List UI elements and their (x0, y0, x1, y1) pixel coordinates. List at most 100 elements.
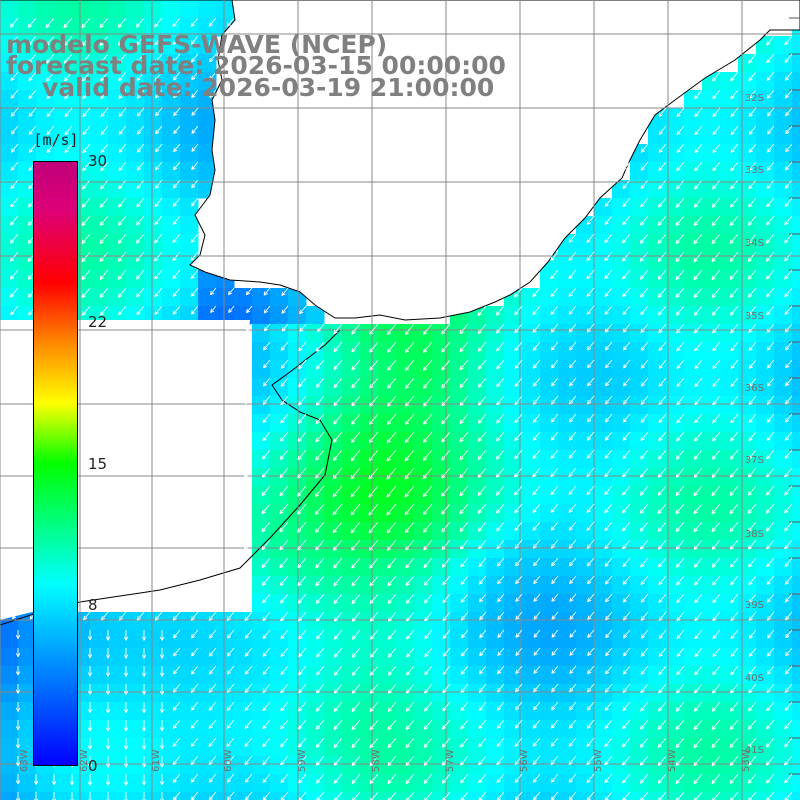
wind-arrow (262, 773, 271, 783)
wind-cell (144, 792, 163, 800)
wind-arrow (496, 701, 505, 711)
wind-arrow (387, 755, 397, 767)
wind-arrow (368, 521, 379, 534)
wind-arrow (497, 629, 505, 639)
wind-arrow (226, 629, 235, 639)
wind-arrow (748, 377, 757, 387)
wind-arrow (263, 305, 271, 314)
wind-arrow (226, 647, 235, 657)
wind-arrow (532, 485, 541, 496)
wind-arrow (766, 161, 775, 171)
wind-arrow (244, 629, 253, 639)
wind-arrow (496, 377, 505, 388)
wind-arrow (729, 287, 739, 298)
wind-arrow (515, 647, 523, 656)
wind-arrow (422, 431, 433, 443)
wind-arrow (550, 557, 559, 567)
wind-arrow (245, 359, 253, 369)
wind-arrow (315, 593, 325, 604)
wind-arrow (712, 359, 721, 370)
wind-arrow (658, 377, 667, 387)
wind-arrow (154, 35, 163, 46)
wind-arrow (9, 269, 19, 280)
wind-arrow (622, 395, 631, 405)
wind-cell (198, 126, 217, 145)
wind-cell (144, 702, 163, 721)
wind-arrow (423, 737, 433, 749)
wind-arrow (658, 395, 667, 405)
wind-arrow (15, 684, 21, 694)
wind-arrow (477, 485, 487, 497)
wind-arrow (64, 125, 73, 136)
wind-arrow (784, 233, 793, 244)
wind-cell (108, 774, 127, 793)
wind-arrow (386, 467, 397, 480)
wind-arrow (369, 701, 379, 713)
wind-arrow (640, 701, 649, 712)
wind-arrow (191, 161, 199, 171)
wind-arrow (226, 665, 235, 675)
wind-arrow (404, 359, 415, 372)
wind-arrow (280, 611, 289, 622)
wind-arrow (404, 449, 415, 462)
wind-arrow (82, 89, 91, 100)
wind-arrow (261, 539, 271, 551)
wind-arrow (81, 305, 91, 316)
wind-arrow (550, 485, 559, 496)
wind-arrow (729, 305, 739, 316)
wind-arrow (496, 755, 505, 766)
wind-arrow (693, 701, 703, 712)
wind-arrow (477, 377, 487, 388)
wind-arrow (190, 683, 199, 693)
wind-arrow (514, 539, 523, 549)
wind-arrow (423, 755, 433, 767)
wind-arrow (748, 359, 757, 369)
wind-arrow (9, 35, 19, 46)
wind-arrow (676, 395, 685, 406)
wind-arrow (604, 197, 613, 207)
wind-arrow (190, 647, 199, 657)
wind-arrow (422, 323, 433, 335)
wind-arrow (532, 503, 541, 514)
wind-arrow (640, 557, 649, 568)
wind-arrow (568, 737, 577, 747)
wind-arrow (136, 197, 145, 208)
wind-cell (144, 738, 163, 757)
wind-cell (18, 738, 37, 757)
wind-arrow (711, 539, 721, 551)
wind-arrow (424, 611, 433, 622)
wind-cell (36, 0, 55, 19)
latitude-label: 39S (744, 600, 764, 611)
wind-arrow (766, 395, 775, 405)
wind-cell (594, 792, 613, 800)
wind-arrow (766, 71, 775, 82)
wind-arrow (604, 467, 613, 478)
wind-arrow (586, 521, 595, 532)
wind-arrow (28, 143, 37, 153)
wind-arrow (496, 557, 505, 567)
wind-arrow (730, 575, 739, 586)
wind-cell (468, 792, 487, 800)
wind-arrow (604, 575, 613, 585)
wind-arrow (532, 449, 541, 460)
wind-arrow (784, 359, 793, 369)
wind-arrow (712, 611, 721, 622)
wind-arrow (105, 738, 111, 750)
wind-arrow (748, 197, 757, 208)
colorbar-tick-label: 0 (88, 757, 98, 775)
wind-arrow (532, 701, 541, 711)
wind-arrow (333, 737, 343, 749)
wind-arrow (297, 557, 307, 569)
wind-arrow (136, 35, 145, 46)
colorbar-unit: [m/s] (33, 131, 79, 149)
wind-arrow (368, 503, 379, 516)
wind-arrow (404, 539, 415, 551)
wind-arrow (675, 521, 685, 533)
wind-arrow (333, 665, 343, 676)
wind-arrow (639, 737, 649, 748)
wind-arrow (15, 720, 21, 731)
wind-arrow (87, 774, 93, 786)
wind-arrow (693, 485, 703, 497)
wind-arrow (386, 431, 397, 444)
